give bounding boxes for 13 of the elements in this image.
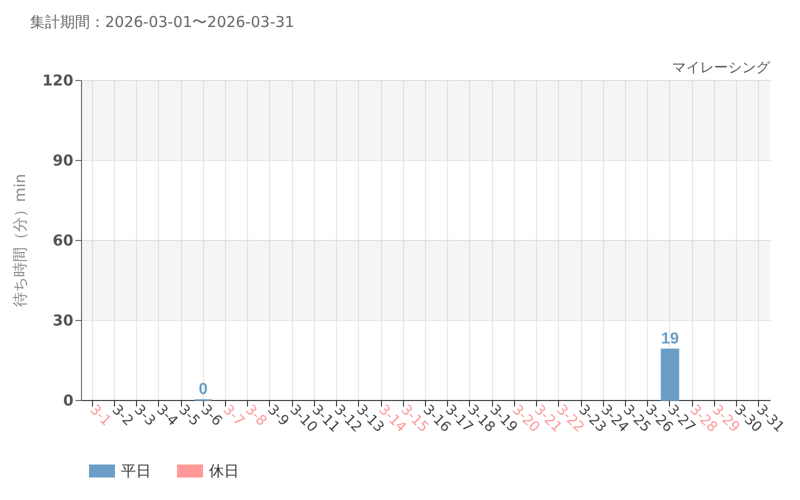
chart-title: 集計期間：2026-03-01〜2026-03-31 [30, 13, 294, 31]
y-tick-label: 60 [52, 232, 74, 250]
y-tick-label: 0 [63, 392, 74, 410]
chart-subtitle: マイレーシング [672, 60, 771, 76]
x-tick-label: 3-1 [86, 402, 114, 430]
data-label: 0 [198, 381, 208, 398]
y-tick-label: 90 [52, 152, 74, 170]
legend-label: 休日 [209, 462, 239, 480]
y-axis-title: 待ち時間（分）min [11, 174, 30, 308]
y-tick-label: 30 [52, 312, 74, 330]
data-label: 19 [661, 330, 679, 348]
y-tick-label: 120 [42, 72, 74, 90]
legend-label: 平日 [121, 462, 151, 480]
